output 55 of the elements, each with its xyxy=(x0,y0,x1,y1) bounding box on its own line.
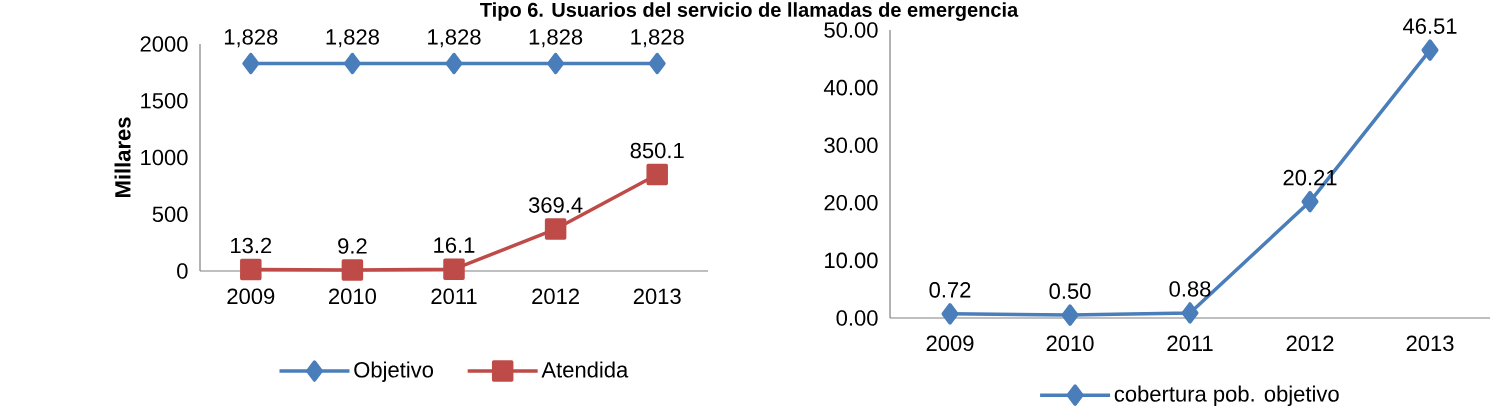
x-tick-label: 2012 xyxy=(532,288,579,305)
point xyxy=(343,52,361,75)
data-label: 0.88 xyxy=(1169,281,1211,297)
text: Tipo 6. Usuarios del servicio de llamadas de emergencia xyxy=(480,2,1019,21)
point xyxy=(443,258,465,280)
data-label: 9.2 xyxy=(338,238,367,254)
x-tick-label: 2012 xyxy=(1286,335,1334,352)
legend-label: Objetivo xyxy=(354,361,434,382)
data-label: 1,828 xyxy=(428,29,481,48)
data-label: 850.1 xyxy=(630,142,684,159)
y-tick-label: 40.00 xyxy=(823,79,878,96)
point xyxy=(648,52,666,75)
point xyxy=(1181,302,1199,324)
y-tick-label: 10.00 xyxy=(825,252,878,269)
point xyxy=(240,258,262,281)
y-tick-label: 0 xyxy=(177,263,188,279)
y-axis-title: Millares xyxy=(114,117,131,197)
point xyxy=(544,218,567,240)
data-label: 46.51 xyxy=(1402,18,1457,34)
data-label: 0.72 xyxy=(929,282,971,298)
data-label: 1,828 xyxy=(326,29,379,48)
legend-label: Atendida xyxy=(541,361,629,378)
y-tick-label: 1000 xyxy=(141,149,188,166)
x-tick-label: 2010 xyxy=(1046,335,1094,352)
y-tick-label: 1500 xyxy=(141,92,188,109)
x-tick-label: 2009 xyxy=(926,335,974,352)
point xyxy=(341,259,364,281)
point xyxy=(941,303,959,325)
x-tick-label: 2011 xyxy=(1167,335,1213,352)
y-tick-label: 0.00 xyxy=(836,310,878,326)
x-tick-label: 2013 xyxy=(1406,335,1454,352)
data-label: 13.2 xyxy=(231,237,272,254)
x-tick-label: 2009 xyxy=(227,288,275,305)
data-label: 1,828 xyxy=(529,29,583,48)
point xyxy=(1421,39,1439,61)
point xyxy=(445,52,463,75)
data-label: 0.50 xyxy=(1049,283,1091,299)
point xyxy=(1301,190,1319,213)
point xyxy=(646,163,668,186)
x-tick-label: 2011 xyxy=(431,288,477,305)
data-label: 16.1 xyxy=(434,237,475,253)
y-tick-label: 50.00 xyxy=(824,22,878,38)
point xyxy=(547,52,565,75)
x-tick-label: 2013 xyxy=(633,288,681,305)
y-tick-label: 30.00 xyxy=(824,137,878,153)
y-tick-label: 20.00 xyxy=(824,195,878,211)
data-label: 369.4 xyxy=(528,197,583,213)
point xyxy=(1061,304,1079,326)
data-label: 1,828 xyxy=(224,29,278,48)
point xyxy=(242,52,260,75)
legend-label: cobertura pob. objetivo xyxy=(1114,385,1339,407)
y-tick-label: 2000 xyxy=(140,36,188,52)
data-label: 1,828 xyxy=(631,29,684,48)
x-tick-label: 2010 xyxy=(329,288,376,305)
y-tick-label: 500 xyxy=(152,206,188,223)
